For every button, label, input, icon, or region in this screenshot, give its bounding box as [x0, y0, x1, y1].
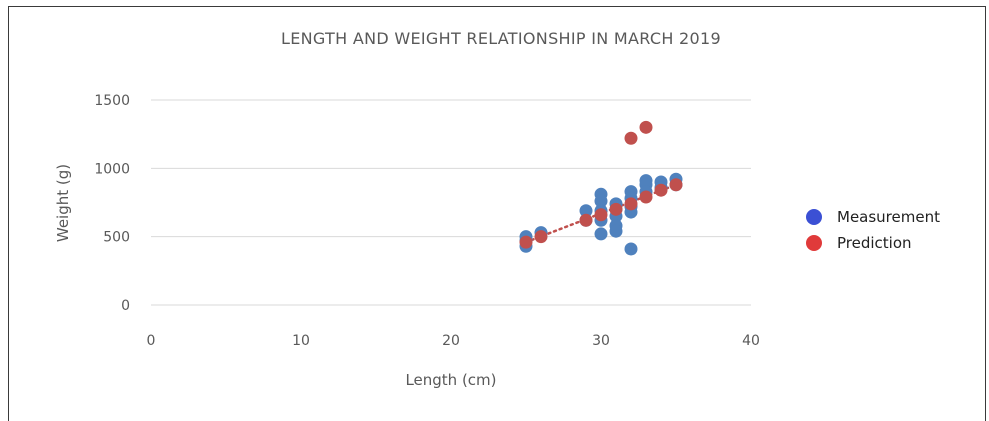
x-tick-label: 30 — [592, 333, 610, 349]
prediction-point — [594, 208, 608, 222]
legend-marker-measurement — [806, 209, 822, 225]
prediction-point — [624, 131, 638, 145]
prediction-point — [534, 230, 548, 244]
legend-label-prediction: Prediction — [837, 234, 912, 252]
prediction-point — [519, 235, 533, 249]
measurement-point — [609, 224, 623, 238]
chart-frame — [8, 6, 986, 421]
measurement-point — [579, 204, 593, 218]
y-tick-label: 1000 — [94, 161, 130, 177]
x-tick-label: 20 — [442, 333, 460, 349]
prediction-point — [579, 213, 593, 227]
x-tick-label: 40 — [742, 333, 760, 349]
legend-label-measurement: Measurement — [837, 208, 940, 226]
x-axis-label: Length (cm) — [405, 371, 496, 389]
y-tick-label: 500 — [103, 230, 130, 246]
data-points — [519, 120, 683, 256]
y-tick-label: 0 — [121, 298, 130, 314]
measurement-point — [594, 194, 608, 208]
x-tick-label: 0 — [147, 333, 156, 349]
measurement-point — [594, 227, 608, 241]
prediction-point — [639, 120, 653, 134]
series-prediction — [519, 120, 683, 249]
measurement-point — [624, 242, 638, 256]
y-axis-label: Weight (g) — [54, 164, 72, 242]
x-tick-label: 10 — [292, 333, 310, 349]
y-tick-label: 1500 — [94, 93, 130, 109]
prediction-point — [624, 197, 638, 211]
legend: Measurement Prediction — [806, 208, 940, 252]
gridlines — [151, 99, 751, 306]
x-axis-ticks: 0 10 20 30 40 — [147, 333, 760, 349]
legend-marker-prediction — [806, 235, 822, 251]
chart-title: LENGTH AND WEIGHT RELATIONSHIP IN MARCH … — [281, 29, 721, 48]
prediction-point — [654, 183, 668, 197]
prediction-point — [639, 190, 653, 204]
prediction-point — [609, 202, 623, 216]
prediction-point — [669, 178, 683, 192]
y-axis-ticks: 0 500 1000 1500 — [94, 93, 130, 314]
